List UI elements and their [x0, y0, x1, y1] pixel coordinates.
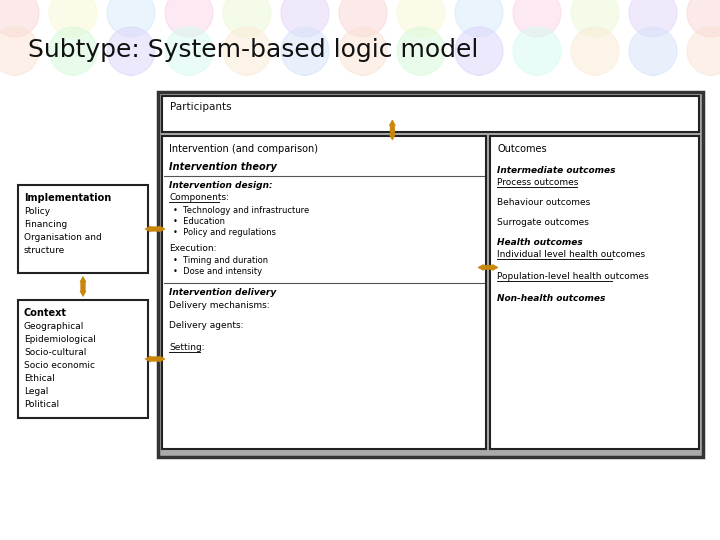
Text: Subtype: System-based logic model: Subtype: System-based logic model	[28, 38, 478, 62]
Text: Geographical: Geographical	[24, 322, 84, 331]
Circle shape	[49, 27, 97, 75]
Text: Non-health outcomes: Non-health outcomes	[497, 294, 606, 303]
Circle shape	[687, 0, 720, 37]
Circle shape	[571, 0, 619, 37]
Circle shape	[629, 27, 677, 75]
Circle shape	[165, 27, 213, 75]
Circle shape	[455, 0, 503, 37]
Circle shape	[107, 27, 155, 75]
Text: Execution:: Execution:	[169, 244, 217, 253]
Circle shape	[0, 27, 39, 75]
Text: Context: Context	[24, 308, 67, 318]
Text: Intervention design:: Intervention design:	[169, 181, 273, 190]
FancyBboxPatch shape	[162, 96, 699, 132]
Text: Intermediate outcomes: Intermediate outcomes	[497, 166, 616, 175]
Text: Outcomes: Outcomes	[497, 144, 546, 154]
Text: Implementation: Implementation	[24, 193, 112, 203]
Text: Legal: Legal	[24, 387, 48, 396]
Text: Ethical: Ethical	[24, 374, 55, 383]
Circle shape	[513, 0, 561, 37]
Text: •  Timing and duration: • Timing and duration	[173, 256, 268, 265]
Circle shape	[339, 27, 387, 75]
Text: Surrogate outcomes: Surrogate outcomes	[497, 218, 589, 227]
Text: •  Technology and infrastructure: • Technology and infrastructure	[173, 206, 310, 215]
Text: Socio-cultural: Socio-cultural	[24, 348, 86, 357]
Circle shape	[281, 0, 329, 37]
Text: Political: Political	[24, 400, 59, 409]
Text: Delivery agents:: Delivery agents:	[169, 321, 243, 330]
Circle shape	[165, 0, 213, 37]
Circle shape	[0, 0, 39, 37]
Text: Policy: Policy	[24, 207, 50, 216]
Circle shape	[629, 0, 677, 37]
Text: Epidemiological: Epidemiological	[24, 335, 96, 344]
Circle shape	[339, 0, 387, 37]
Circle shape	[281, 27, 329, 75]
Text: Process outcomes: Process outcomes	[497, 178, 578, 187]
Text: Intervention (and comparison): Intervention (and comparison)	[169, 144, 318, 154]
Circle shape	[223, 0, 271, 37]
Polygon shape	[478, 265, 498, 271]
Text: Intervention delivery: Intervention delivery	[169, 288, 276, 297]
Circle shape	[455, 27, 503, 75]
Circle shape	[107, 0, 155, 37]
FancyBboxPatch shape	[158, 92, 703, 457]
Circle shape	[513, 27, 561, 75]
Circle shape	[49, 0, 97, 37]
Text: Population-level health outcomes: Population-level health outcomes	[497, 272, 649, 281]
FancyBboxPatch shape	[18, 300, 148, 418]
Text: Setting:: Setting:	[169, 343, 204, 352]
Text: Components:: Components:	[169, 193, 229, 202]
Text: Health outcomes: Health outcomes	[497, 238, 582, 247]
Polygon shape	[390, 120, 395, 140]
FancyBboxPatch shape	[18, 185, 148, 273]
FancyBboxPatch shape	[162, 136, 486, 449]
Text: Financing: Financing	[24, 220, 67, 229]
Text: Organisation and: Organisation and	[24, 233, 102, 242]
FancyBboxPatch shape	[490, 136, 699, 449]
Text: •  Policy and regulations: • Policy and regulations	[173, 228, 276, 237]
Polygon shape	[145, 356, 165, 362]
Circle shape	[397, 0, 445, 37]
Text: •  Dose and intensity: • Dose and intensity	[173, 267, 262, 276]
Polygon shape	[80, 276, 86, 296]
Circle shape	[397, 27, 445, 75]
Text: Socio economic: Socio economic	[24, 361, 95, 370]
Circle shape	[223, 27, 271, 75]
FancyBboxPatch shape	[0, 0, 720, 75]
Text: Intervention theory: Intervention theory	[169, 162, 277, 172]
Text: Behaviour outcomes: Behaviour outcomes	[497, 198, 590, 207]
Polygon shape	[145, 226, 165, 232]
Text: •  Education: • Education	[173, 217, 225, 226]
Text: Delivery mechanisms:: Delivery mechanisms:	[169, 301, 269, 310]
Text: structure: structure	[24, 246, 66, 255]
Circle shape	[687, 27, 720, 75]
Text: Participants: Participants	[170, 102, 232, 112]
Circle shape	[571, 27, 619, 75]
Text: Individual level health outcomes: Individual level health outcomes	[497, 250, 645, 259]
